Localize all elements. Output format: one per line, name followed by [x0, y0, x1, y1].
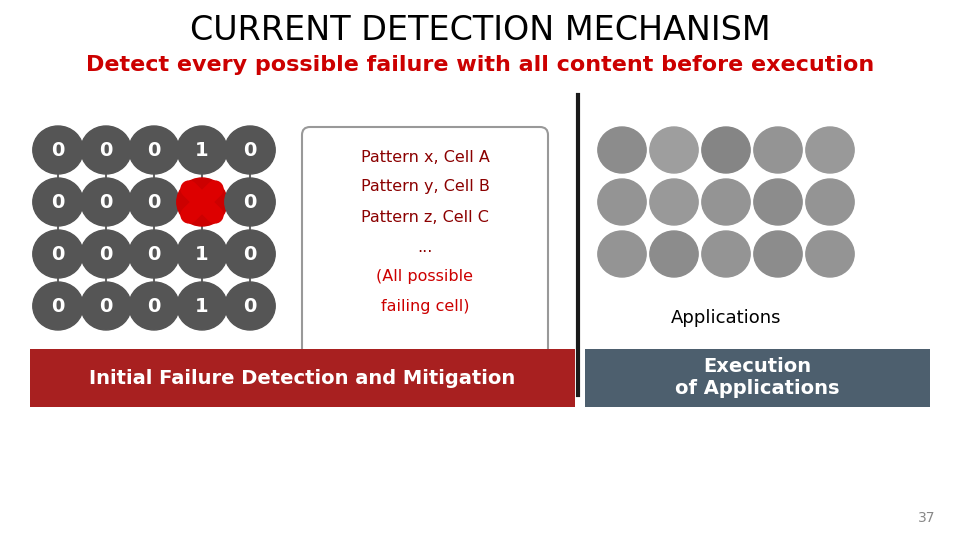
Ellipse shape — [598, 127, 646, 173]
Text: 0: 0 — [51, 192, 64, 212]
Ellipse shape — [805, 127, 854, 173]
Text: Unreliable: Unreliable — [108, 358, 200, 376]
Ellipse shape — [650, 179, 698, 225]
Text: 0: 0 — [99, 192, 112, 212]
Ellipse shape — [129, 282, 180, 330]
Ellipse shape — [225, 282, 276, 330]
Ellipse shape — [754, 231, 803, 277]
Text: 0: 0 — [147, 192, 160, 212]
Ellipse shape — [33, 282, 84, 330]
Text: 0: 0 — [99, 296, 112, 315]
Text: Execution
of Applications: Execution of Applications — [675, 357, 840, 399]
Text: 0: 0 — [51, 296, 64, 315]
Ellipse shape — [177, 126, 228, 174]
Ellipse shape — [177, 178, 228, 226]
Ellipse shape — [598, 179, 646, 225]
Text: 0: 0 — [243, 192, 256, 212]
Ellipse shape — [33, 126, 84, 174]
Text: 1: 1 — [195, 245, 209, 264]
Ellipse shape — [33, 178, 84, 226]
Ellipse shape — [177, 282, 228, 330]
Ellipse shape — [177, 230, 228, 278]
Ellipse shape — [81, 282, 132, 330]
Text: Detect every possible failure with all content before execution: Detect every possible failure with all c… — [85, 55, 875, 75]
Text: List of Failures: List of Failures — [360, 376, 490, 394]
Text: 1: 1 — [195, 140, 209, 159]
Text: 0: 0 — [147, 140, 160, 159]
Text: Applications: Applications — [671, 309, 781, 327]
Text: DRAM Cells: DRAM Cells — [103, 374, 205, 392]
Ellipse shape — [33, 230, 84, 278]
Ellipse shape — [702, 231, 750, 277]
Bar — [30, 349, 575, 407]
Text: failing cell): failing cell) — [381, 300, 469, 314]
Ellipse shape — [225, 178, 276, 226]
FancyBboxPatch shape — [302, 127, 548, 373]
Ellipse shape — [81, 230, 132, 278]
Ellipse shape — [129, 178, 180, 226]
Ellipse shape — [702, 179, 750, 225]
Ellipse shape — [81, 126, 132, 174]
Text: Pattern x, Cell A: Pattern x, Cell A — [361, 150, 490, 165]
Text: 0: 0 — [243, 245, 256, 264]
Text: 0: 0 — [147, 296, 160, 315]
Text: 0: 0 — [51, 245, 64, 264]
Bar — [585, 349, 930, 407]
Text: ...: ... — [418, 240, 433, 254]
Ellipse shape — [225, 126, 276, 174]
Ellipse shape — [598, 231, 646, 277]
Ellipse shape — [225, 230, 276, 278]
Ellipse shape — [754, 179, 803, 225]
Text: 1: 1 — [195, 296, 209, 315]
Text: 0: 0 — [99, 245, 112, 264]
Ellipse shape — [650, 127, 698, 173]
Ellipse shape — [81, 178, 132, 226]
Text: 0: 0 — [243, 296, 256, 315]
Text: Initial Failure Detection and Mitigation: Initial Failure Detection and Mitigation — [89, 368, 516, 388]
Ellipse shape — [805, 231, 854, 277]
Text: (All possible: (All possible — [376, 269, 473, 285]
Text: 0: 0 — [99, 140, 112, 159]
Text: 0: 0 — [243, 140, 256, 159]
Text: Pattern y, Cell B: Pattern y, Cell B — [361, 179, 490, 194]
Ellipse shape — [129, 230, 180, 278]
Text: Pattern z, Cell C: Pattern z, Cell C — [361, 210, 489, 225]
Ellipse shape — [754, 127, 803, 173]
Text: CURRENT DETECTION MECHANISM: CURRENT DETECTION MECHANISM — [190, 14, 770, 46]
Text: 0: 0 — [147, 245, 160, 264]
Ellipse shape — [805, 179, 854, 225]
Text: 37: 37 — [918, 511, 935, 525]
Ellipse shape — [650, 231, 698, 277]
Ellipse shape — [129, 126, 180, 174]
Text: 0: 0 — [51, 140, 64, 159]
Ellipse shape — [702, 127, 750, 173]
